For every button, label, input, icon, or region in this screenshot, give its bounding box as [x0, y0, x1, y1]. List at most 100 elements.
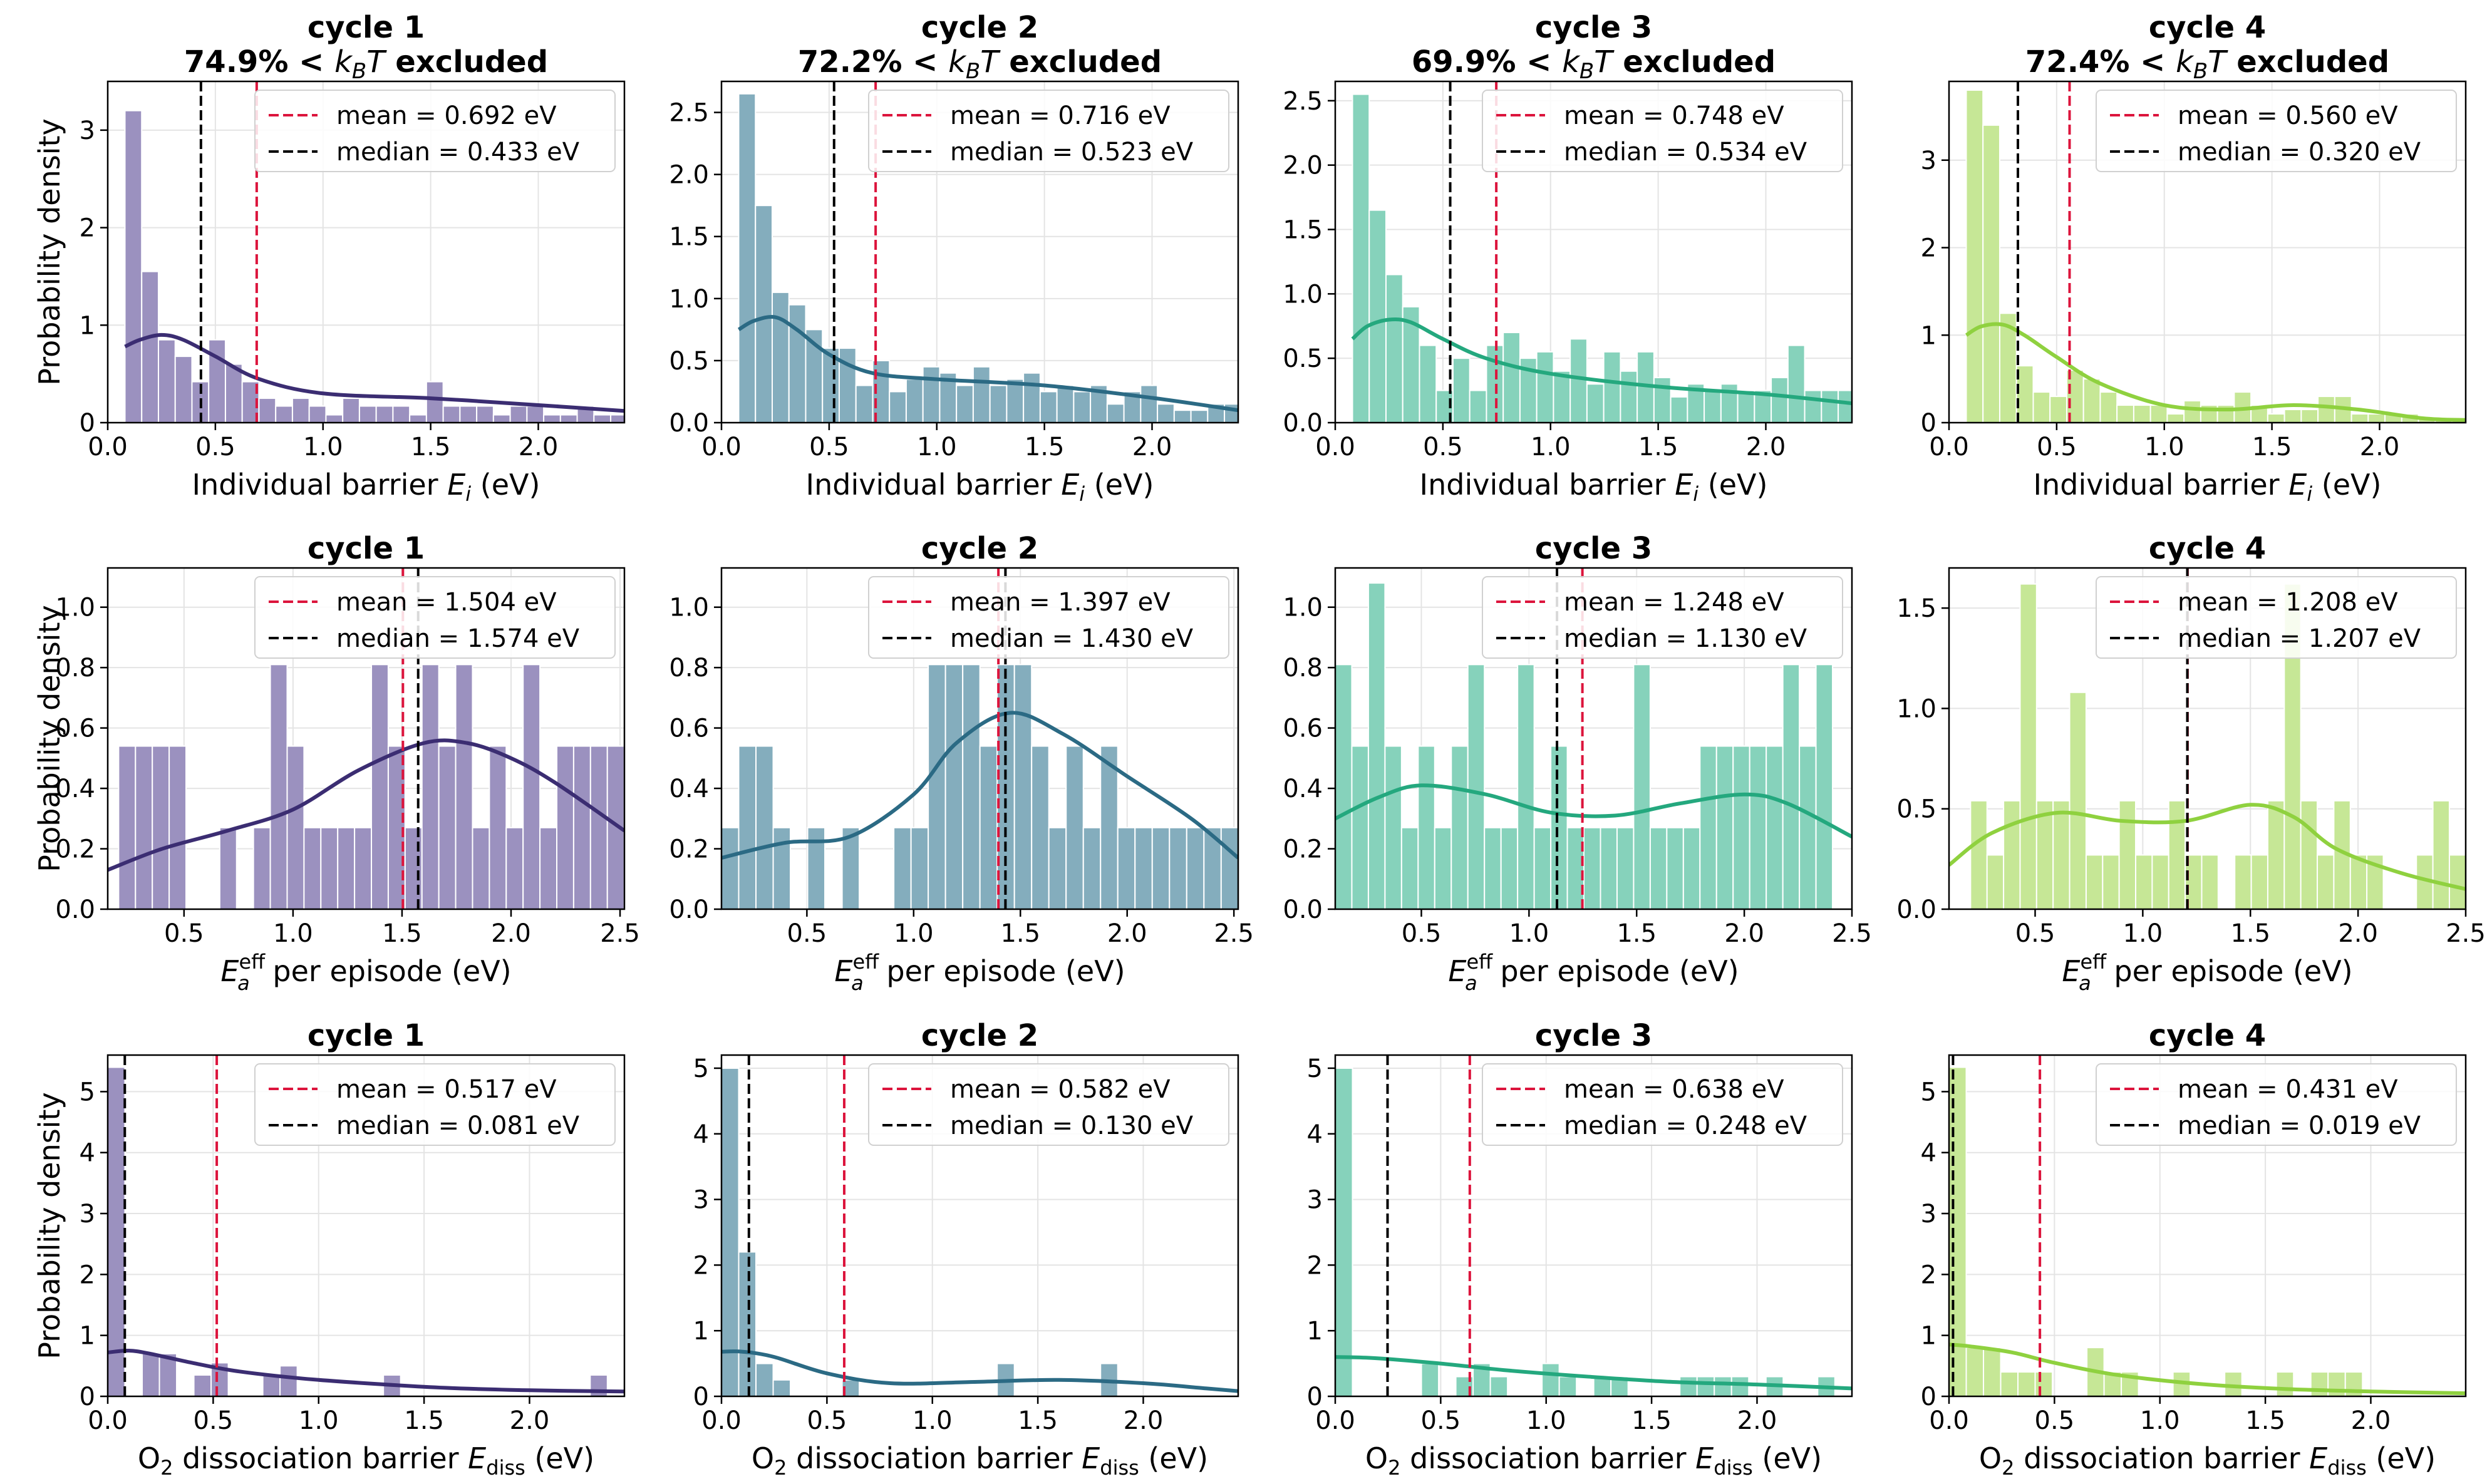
histogram-bar	[2310, 1371, 2329, 1396]
y-tick-label: 4	[693, 1120, 709, 1149]
x-tick-label: 1.5	[2230, 919, 2270, 948]
y-tick-label: 1.0	[1283, 594, 1323, 622]
histogram-bar	[1367, 582, 1386, 909]
histogram-bar	[2283, 409, 2302, 423]
y-tick-label: 0.6	[669, 714, 709, 743]
histogram-bar	[539, 827, 558, 909]
histogram-bar	[1140, 384, 1159, 423]
histogram-bar	[1699, 745, 1717, 909]
histogram-bar	[738, 745, 757, 909]
legend: mean = 1.208 eV median = 1.207 eV	[2096, 576, 2457, 659]
x-tick-label: 1.0	[917, 433, 957, 461]
histogram-bar	[1517, 664, 1535, 909]
histogram-bar	[252, 827, 271, 909]
subplot-title: cycle 1	[308, 1018, 425, 1053]
kde-curve	[124, 332, 624, 413]
legend-mean-label: mean = 1.248 eV	[1564, 588, 1784, 617]
histogram-bar	[1134, 827, 1153, 909]
histogram-bar	[291, 398, 310, 423]
histogram-bar	[1006, 378, 1025, 423]
histogram-bar	[1400, 827, 1419, 909]
histogram-bar	[476, 405, 494, 423]
subplot-title: cycle 1	[308, 10, 425, 45]
x-tick-label: 2.5	[1214, 919, 1254, 948]
legend-box	[868, 90, 1229, 172]
histogram-bar	[1593, 1376, 1612, 1396]
y-tick-label: 1	[1307, 1317, 1323, 1346]
histogram-bar	[421, 664, 440, 909]
histogram-bar	[124, 110, 143, 423]
subplot-title: cycle 1	[308, 531, 425, 566]
kde-curve	[737, 315, 1238, 413]
histogram-bar	[1434, 827, 1452, 909]
x-tick-label: 0.5	[2015, 919, 2055, 948]
legend-mean-label: mean = 0.431 eV	[2178, 1075, 2398, 1104]
subplot-title: cycle 4	[2149, 1018, 2266, 1053]
subplot-r3-c3: 0.0 0.5 1.0 1.5 2.0 0 1 2 3 4 5 cycle 3 O2 dissociat…	[1307, 1018, 1853, 1480]
histogram-bar	[893, 827, 912, 909]
x-tick-label: 2.0	[519, 433, 559, 461]
subplot-r1-c4: 0.0 0.5 1.0 1.5 2.0 0 1 2 3 cycle 472.4% < kBT ex…	[1921, 10, 2467, 506]
x-tick-label: 2.5	[600, 919, 640, 948]
histogram-bar	[1486, 344, 1504, 423]
y-axis-label: Probability density	[33, 118, 66, 385]
y-tick-label: 2	[80, 1260, 95, 1289]
histogram-bar	[108, 1066, 126, 1396]
axes-frame	[106, 567, 626, 910]
histogram-bar	[1469, 389, 1487, 423]
histogram-bar	[2032, 391, 2051, 423]
y-tick-label: 0	[1921, 1383, 1936, 1411]
y-tick-label: 0.8	[1283, 654, 1323, 683]
x-tick-label: 2.0	[2351, 1406, 2391, 1435]
legend-mean-label: mean = 0.582 eV	[950, 1075, 1171, 1104]
legend-median-label: median = 1.574 eV	[336, 624, 580, 653]
y-tick-label: 2	[1921, 1260, 1936, 1289]
histogram-bar	[910, 827, 929, 909]
y-tick-label: 0	[1307, 1383, 1323, 1411]
axes-frame	[720, 1054, 1239, 1398]
subplot-title: cycle 2	[921, 1018, 1038, 1053]
y-tick-label: 5	[80, 1078, 95, 1106]
histogram-bar	[1106, 403, 1125, 423]
legend-mean-label: mean = 0.716 eV	[950, 101, 1171, 130]
histogram-bar	[543, 414, 561, 423]
x-tick-label: 2.5	[1832, 919, 1872, 948]
histogram-bar	[325, 414, 344, 423]
legend-mean-label: mean = 1.504 eV	[336, 588, 557, 617]
subplot-r3-c1: 0.0 0.5 1.0 1.5 2.0 0 1 2 3 4 5 cycle 1 O2 dissociat…	[33, 1018, 626, 1480]
subplot-r1-c2: 0.0 0.5 1.0 1.5 2.0 0.0 0.5 1.0 1.5 2.0 2.5 cycle 2…	[669, 10, 1239, 506]
x-tick-label: 0.0	[88, 433, 128, 461]
histogram-bar	[1100, 745, 1119, 909]
histogram-bar	[509, 405, 528, 423]
kde-curve	[108, 1349, 624, 1394]
y-tick-label: 0.0	[669, 409, 709, 438]
y-tick-label: 1.5	[669, 223, 709, 252]
kde-curve	[1351, 317, 1852, 406]
histogram-bar	[1335, 664, 1353, 909]
histogram-bar	[2317, 854, 2335, 909]
histogram-bar	[1600, 827, 1618, 909]
x-tick-label: 0.0	[701, 433, 742, 461]
x-axis-label: O2 dissociation barrier Ediss (eV)	[138, 1441, 594, 1480]
legend: mean = 1.248 eV median = 1.130 eV	[1482, 576, 1843, 659]
x-tick-label: 1.5	[1638, 433, 1678, 461]
histogram-bar	[838, 348, 857, 423]
y-tick-label: 0.4	[55, 775, 95, 803]
legend: mean = 0.431 eV median = 0.019 eV	[2096, 1063, 2457, 1146]
histogram-bar	[392, 405, 411, 423]
x-tick-label: 0.0	[701, 1406, 742, 1435]
histogram-bar	[358, 405, 377, 423]
y-tick-label: 1	[1921, 1322, 1936, 1351]
histogram-bar	[589, 1374, 608, 1396]
histogram-bar	[1500, 827, 1519, 909]
histogram-bar	[559, 414, 578, 423]
histogram-bar	[1983, 1347, 2002, 1396]
histogram-bar	[1616, 827, 1635, 909]
histogram-bar	[1696, 1376, 1715, 1396]
y-tick-label: 2	[80, 214, 95, 243]
legend-median-label: median = 0.433 eV	[336, 138, 580, 167]
histogram-bar	[1799, 745, 1817, 909]
y-tick-label: 0.6	[55, 714, 95, 743]
y-tick-label: 0.0	[1283, 409, 1323, 438]
